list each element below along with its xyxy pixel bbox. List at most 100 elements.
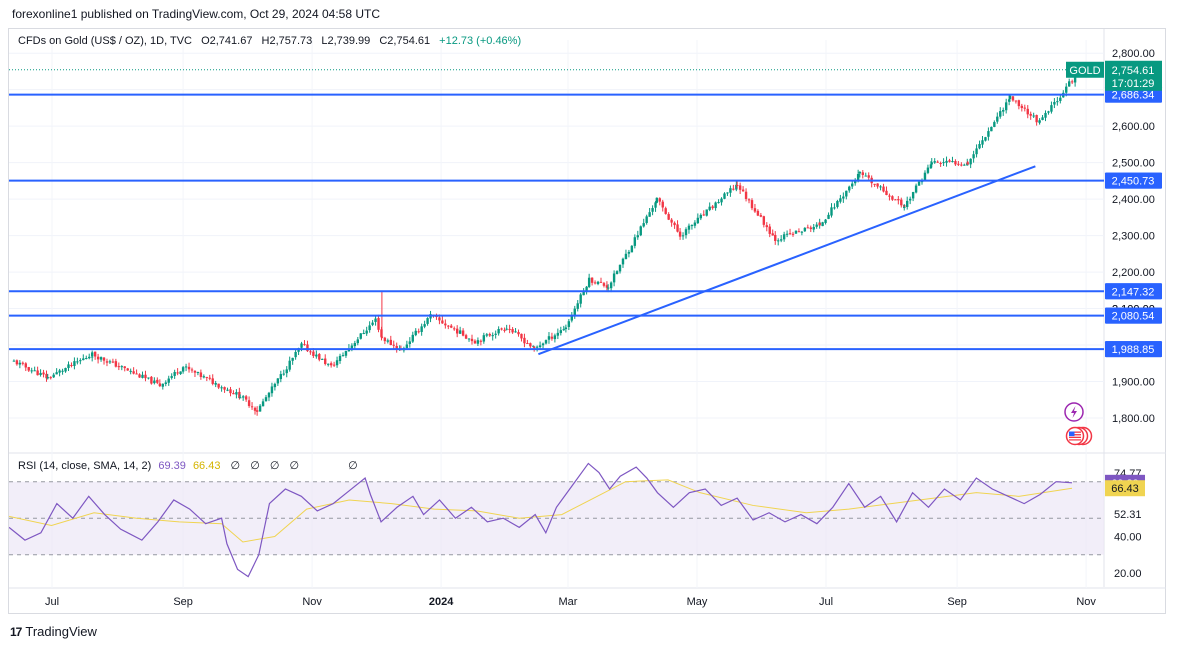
candle <box>681 232 685 240</box>
rsi-sma-value: 66.43 <box>192 460 221 472</box>
candle-body <box>639 226 642 236</box>
candle-body <box>294 352 297 358</box>
candle-body <box>217 383 220 388</box>
candle <box>247 396 251 408</box>
candle <box>255 406 259 416</box>
candle-body <box>636 235 639 238</box>
price-tick-label: 2,300.00 <box>1112 231 1155 243</box>
candle-body <box>455 328 459 334</box>
candle <box>423 320 426 329</box>
candle <box>279 370 283 383</box>
candle-body <box>848 186 851 191</box>
price-tick-label: 2,400.00 <box>1112 194 1155 206</box>
candle-body <box>562 329 565 331</box>
candle <box>505 324 508 331</box>
time-tick-label: Jul <box>819 596 833 608</box>
candle <box>108 359 112 364</box>
candle-body <box>494 333 497 335</box>
candle-body <box>526 343 529 345</box>
candle <box>782 231 786 242</box>
candle-body <box>1035 115 1038 123</box>
candle-body <box>939 163 942 165</box>
candle <box>1070 79 1074 85</box>
candle <box>926 164 930 175</box>
candle-body <box>1065 86 1068 93</box>
candle <box>79 358 82 365</box>
candle-body <box>239 397 242 399</box>
candle-body <box>720 198 723 203</box>
candle-body <box>738 185 742 190</box>
candle <box>141 371 144 379</box>
candle-body <box>181 367 185 372</box>
candle <box>85 355 88 360</box>
candle-body <box>587 277 591 287</box>
trendline-group[interactable] <box>538 165 1036 356</box>
candle <box>914 183 918 194</box>
candle-body <box>609 282 613 289</box>
candle <box>969 158 972 169</box>
na-mark: ∅ <box>348 460 358 472</box>
candle <box>117 362 121 371</box>
candle <box>794 230 798 234</box>
candle-body <box>576 303 579 309</box>
candle <box>990 126 993 132</box>
symbol-legend[interactable]: CFDs on Gold (US$ / OZ), 1D, TVC O2,741.… <box>18 35 521 47</box>
candle <box>485 332 488 338</box>
price-axis[interactable]: 1,800.001,900.002,000.002,100.002,200.00… <box>1112 48 1155 425</box>
candle-body <box>1056 101 1059 103</box>
candle-body <box>645 216 648 223</box>
candle-body <box>954 161 957 165</box>
candle-body <box>470 338 474 342</box>
candle <box>529 342 532 348</box>
candle-body <box>664 208 667 214</box>
candle <box>993 120 996 128</box>
candle <box>996 112 999 124</box>
candle-body <box>114 361 118 367</box>
candle <box>833 203 836 210</box>
rsi-tick-label: 40.00 <box>1114 531 1142 543</box>
candle <box>18 360 22 369</box>
candle <box>220 385 223 392</box>
candle <box>750 198 754 211</box>
price-tick-label: 2,800.00 <box>1112 48 1155 60</box>
candle <box>978 140 981 150</box>
candle <box>812 224 815 233</box>
time-tick-label: Nov <box>1076 596 1096 608</box>
candle-body <box>532 346 536 348</box>
rsi-sma-line <box>9 479 1073 543</box>
lightning-icon[interactable] <box>1064 402 1084 422</box>
candle-body <box>395 345 398 350</box>
candle <box>338 353 342 364</box>
time-axis[interactable]: Jul Sep Nov 2024 Mar May Jul Sep Nov <box>45 596 1096 608</box>
candle <box>567 319 571 331</box>
candle-body <box>978 144 981 149</box>
candle <box>678 228 682 240</box>
candle <box>894 199 897 201</box>
candle-body <box>744 191 748 199</box>
candle-body <box>651 208 654 212</box>
level-badge-label: 2,080.54 <box>1112 311 1155 323</box>
horizontal-levels[interactable] <box>9 69 1104 351</box>
candle <box>618 264 622 274</box>
candle <box>232 390 235 395</box>
rsi-legend[interactable]: RSI (14, close, SMA, 14, 2) 69.39 66.43 … <box>18 459 358 472</box>
candle-body <box>153 380 156 384</box>
candle <box>1053 98 1056 109</box>
na-mark: ∅ <box>269 460 280 472</box>
candle <box>473 339 477 344</box>
candle <box>497 326 500 336</box>
candle-body <box>49 377 52 379</box>
candle <box>229 386 232 397</box>
candle-body <box>661 201 664 208</box>
candle-body <box>929 164 933 169</box>
candle-body <box>12 360 16 362</box>
change-value: +12.73 (+0.46%) <box>439 35 522 47</box>
candle <box>321 358 324 360</box>
candle-body <box>90 352 94 356</box>
tradingview-footer[interactable]: 17 TradingView <box>10 624 97 639</box>
candle <box>705 209 708 217</box>
candle-body <box>220 387 223 389</box>
candle-body <box>1050 105 1053 112</box>
us-flag-icon[interactable] <box>1065 426 1093 446</box>
